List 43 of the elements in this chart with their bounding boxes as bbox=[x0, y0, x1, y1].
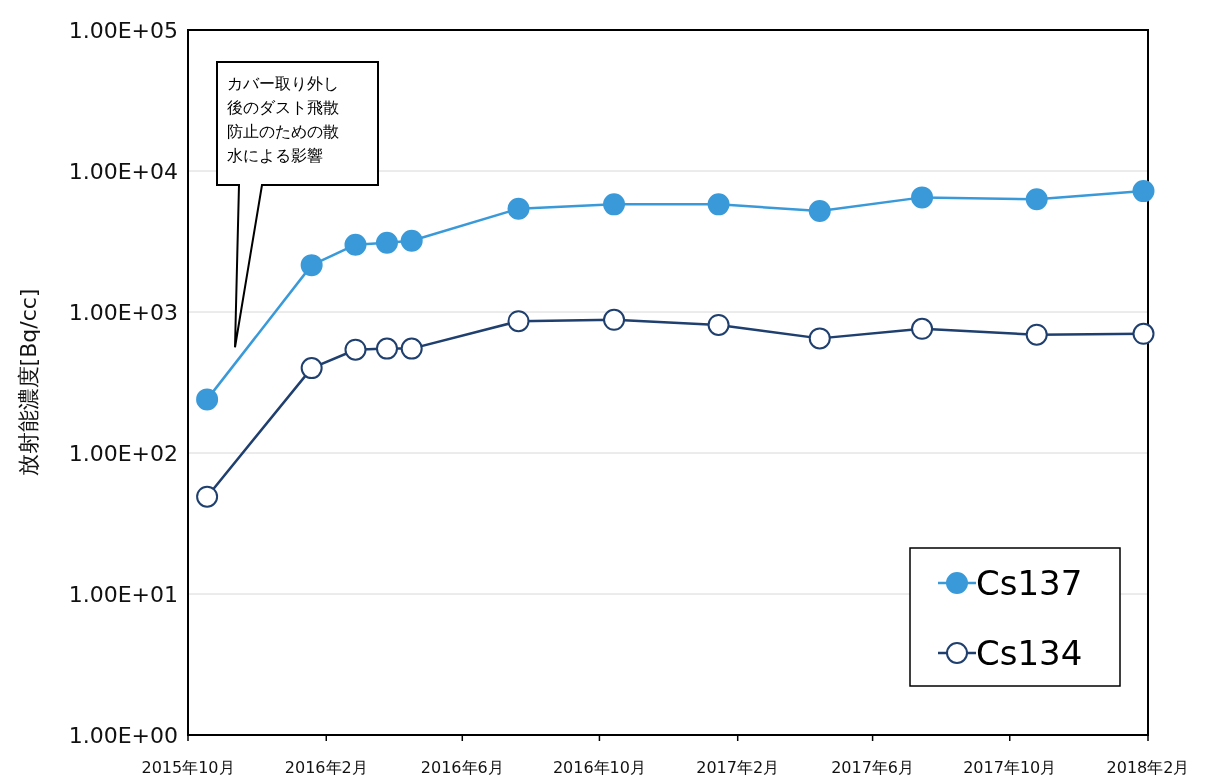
point bbox=[344, 338, 367, 361]
x-tick-label: 2015年10月 bbox=[141, 758, 235, 777]
y-axis-title: 放射能濃度[Bq/cc] bbox=[16, 288, 41, 477]
point bbox=[808, 327, 831, 350]
point bbox=[603, 308, 626, 331]
point bbox=[375, 337, 398, 360]
point bbox=[507, 197, 530, 220]
x-tick-label: 2016年10月 bbox=[552, 758, 646, 777]
point bbox=[375, 231, 398, 254]
legend-label: Cs137 bbox=[976, 563, 1083, 603]
point bbox=[911, 186, 934, 209]
y-tick-label: 1.00E+01 bbox=[68, 582, 178, 607]
y-tick-label: 1.00E+00 bbox=[68, 723, 178, 748]
x-tick-label: 2017年6月 bbox=[831, 758, 915, 777]
point bbox=[196, 388, 219, 411]
callout: カバー取り外し後のダスト飛散防止のための散水による影響 bbox=[216, 61, 379, 349]
point bbox=[1132, 322, 1155, 345]
legend-label: Cs134 bbox=[976, 633, 1083, 673]
point bbox=[603, 193, 626, 216]
point bbox=[300, 357, 323, 380]
y-tick-label: 1.00E+03 bbox=[68, 300, 178, 325]
point bbox=[507, 310, 530, 333]
point bbox=[344, 233, 367, 256]
point bbox=[400, 337, 423, 360]
x-tick-label: 2016年6月 bbox=[420, 758, 504, 777]
point bbox=[1132, 180, 1155, 203]
x-tick-label: 2018年2月 bbox=[1106, 758, 1190, 777]
y-tick-label: 1.00E+04 bbox=[68, 159, 178, 184]
point bbox=[707, 193, 730, 216]
x-tick-label: 2017年2月 bbox=[696, 758, 780, 777]
point bbox=[707, 313, 730, 336]
point bbox=[1025, 323, 1048, 346]
x-tick-label: 2016年2月 bbox=[284, 758, 368, 777]
point bbox=[196, 485, 219, 508]
point bbox=[1025, 188, 1048, 211]
point bbox=[300, 254, 323, 277]
y-tick-label: 1.00E+05 bbox=[68, 18, 178, 43]
point bbox=[808, 200, 831, 223]
x-tick-label: 2017年10月 bbox=[963, 758, 1057, 777]
y-tick-label: 1.00E+02 bbox=[68, 441, 178, 466]
point bbox=[911, 317, 934, 340]
point bbox=[400, 229, 423, 252]
annotation: カバー取り外し後のダスト飛散防止のための散水による影響 bbox=[227, 74, 339, 165]
